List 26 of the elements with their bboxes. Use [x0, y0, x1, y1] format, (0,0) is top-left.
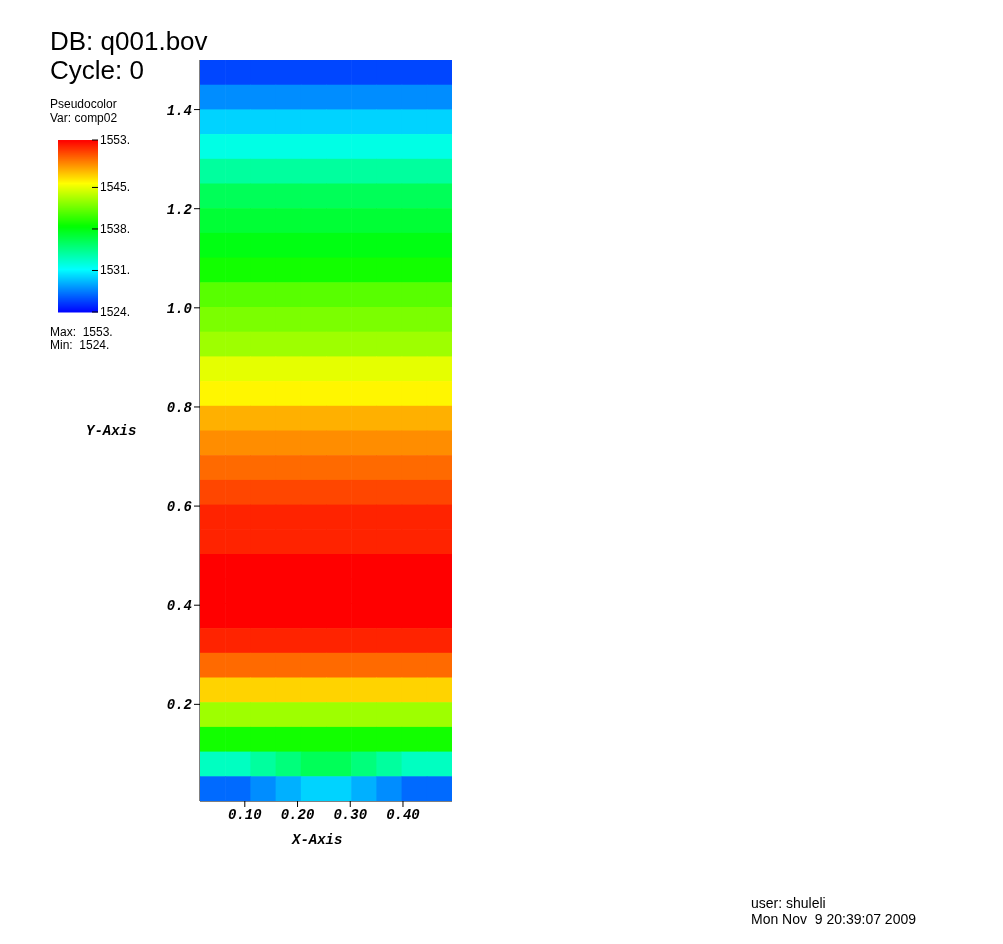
color-bar-title: Var: comp02	[50, 111, 118, 125]
x-tick-label: 0.10	[228, 806, 262, 823]
y-tick-label: 0.6	[166, 499, 193, 516]
text: Min: 1524.	[50, 338, 110, 352]
y-tick-label: 0.2	[166, 697, 193, 714]
x-axis-title: X-Axis	[292, 832, 343, 848]
y-axis-title: Y-Axis	[86, 423, 137, 439]
color-bar-label: 1538.	[100, 221, 131, 236]
text: Max: 1553.	[50, 325, 113, 339]
legend-title: Pseudocolor	[50, 97, 117, 111]
x-tick-label: 0.20	[280, 806, 315, 823]
x-tick-label: 0.30	[333, 806, 368, 823]
x-tick-label: 0.40	[386, 806, 420, 823]
color-bar-label: 1524.	[100, 305, 131, 319]
y-tick-label: 1.0	[166, 300, 192, 317]
y-tick-label: 1.2	[166, 201, 193, 218]
y-tick-label: 0.4	[166, 598, 192, 615]
chart-title: DB: q001.bov	[50, 26, 208, 56]
text: user: shuleli	[751, 895, 826, 911]
y-tick-label: 1.4	[166, 102, 192, 119]
color-bar-label: 1545.	[100, 180, 131, 195]
text: Mon Nov 9 20:39:07 2009	[751, 911, 917, 927]
y-tick-label: 0.8	[166, 399, 193, 416]
color-bar-label: 1553.	[100, 133, 131, 147]
chart-subtitle: Cycle: 0	[50, 55, 144, 85]
color-bar-label: 1531.	[100, 263, 131, 278]
